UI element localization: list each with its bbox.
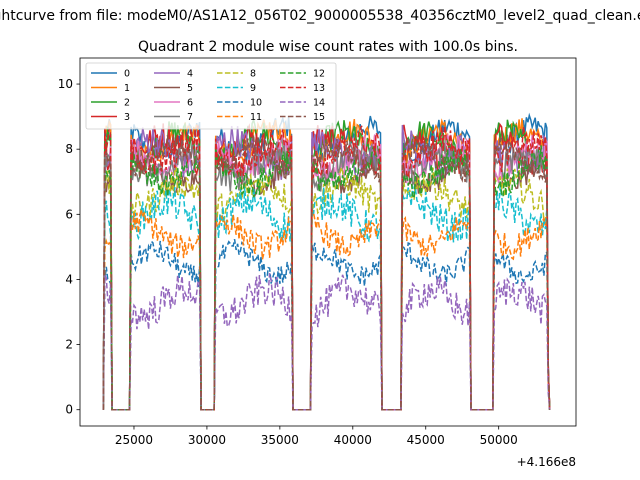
y-tick-label: 8 — [65, 142, 73, 156]
axes-frame — [79, 57, 577, 427]
legend-label-15: 15 — [313, 112, 325, 123]
y-tick-label: 10 — [58, 77, 73, 91]
x-tick-label: 35000 — [261, 433, 299, 447]
series-layer — [102, 112, 551, 411]
x-tick-label: 45000 — [407, 433, 445, 447]
legend-label-7: 7 — [187, 112, 193, 123]
y-tick-label: 2 — [65, 338, 73, 352]
legend-label-2: 2 — [124, 98, 130, 109]
series-line-13 — [102, 125, 551, 411]
legend-label-3: 3 — [124, 112, 130, 123]
legend-label-9: 9 — [250, 83, 256, 94]
x-tick-label: 25000 — [115, 433, 153, 447]
series-line-11 — [102, 209, 551, 411]
x-tick-label: 40000 — [334, 433, 372, 447]
legend-label-0: 0 — [124, 69, 130, 80]
figure-suptitle: Lightcurve from file: modeM0/AS1A12_056T… — [0, 8, 640, 24]
legend-label-8: 8 — [250, 69, 256, 80]
legend-frame — [85, 62, 337, 130]
legend-label-4: 4 — [187, 69, 193, 80]
legend-label-5: 5 — [187, 83, 193, 94]
series-line-15 — [102, 134, 551, 411]
legend-label-10: 10 — [250, 98, 262, 109]
legend-label-6: 6 — [187, 98, 193, 109]
y-tick-label: 0 — [65, 403, 73, 417]
legend-label-11: 11 — [250, 112, 262, 123]
x-tick-label: 50000 — [480, 433, 518, 447]
legend-label-1: 1 — [124, 83, 130, 94]
legend-label-13: 13 — [313, 83, 325, 94]
legend-label-14: 14 — [313, 98, 325, 109]
y-tick-label: 4 — [65, 272, 73, 286]
y-tick-label: 6 — [65, 207, 73, 221]
legend-label-12: 12 — [313, 69, 325, 80]
chart-title: Quadrant 2 module wise count rates with … — [138, 39, 518, 55]
x-tick-label: 30000 — [188, 433, 226, 447]
x-offset-label: +4.166e8 — [517, 455, 576, 469]
